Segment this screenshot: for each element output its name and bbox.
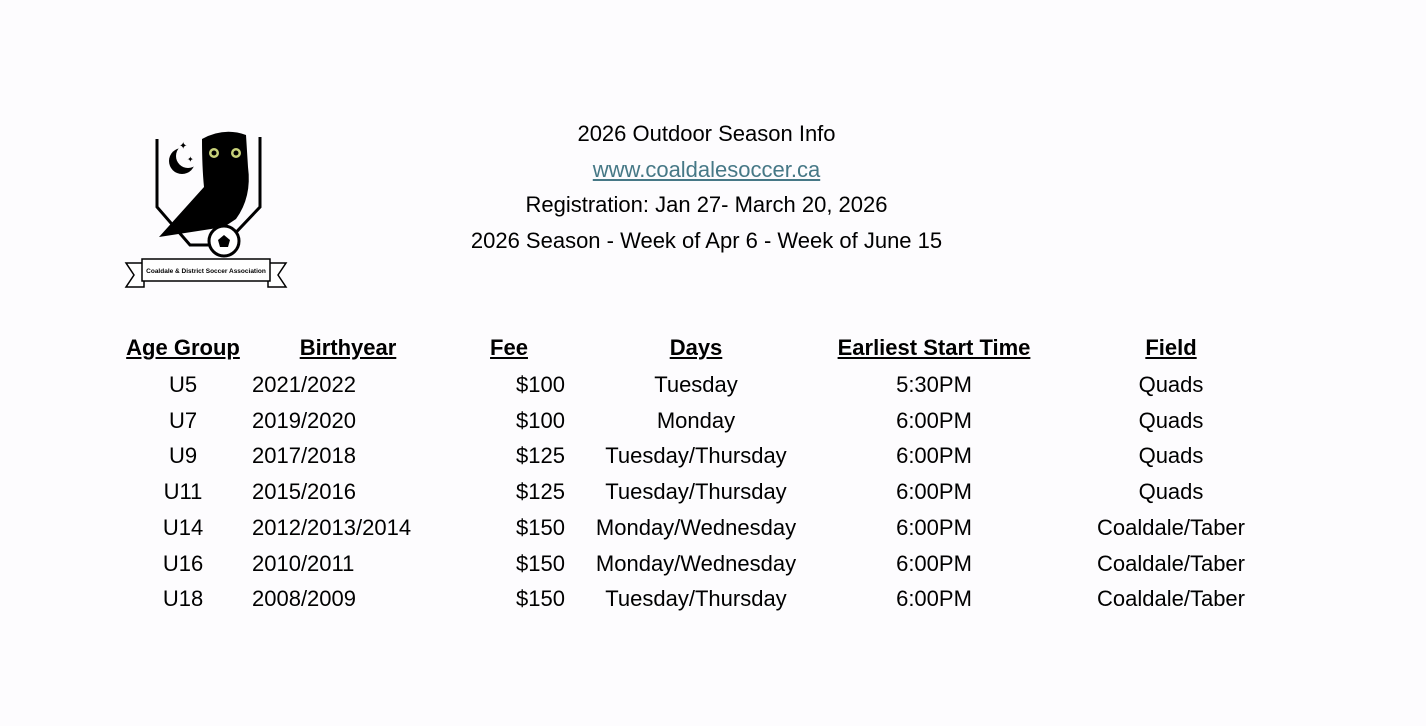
cell-start-time: 6:00PM bbox=[896, 407, 972, 433]
header-start-time: Earliest Start Time bbox=[837, 335, 1031, 360]
svg-text:✦: ✦ bbox=[187, 155, 194, 164]
cell-age-group: U7 bbox=[168, 407, 198, 433]
cell-days: Tuesday/Thursday bbox=[605, 479, 787, 505]
cell-fee: $100 bbox=[516, 407, 565, 433]
header-field: Field bbox=[1145, 335, 1197, 360]
cell-age-group: U16 bbox=[162, 550, 204, 576]
website-link[interactable]: www.coaldalesoccer.ca bbox=[592, 157, 821, 182]
cell-field: Quads bbox=[1138, 407, 1204, 433]
cell-start-time: 6:00PM bbox=[896, 550, 972, 576]
header-birthyear: Birthyear bbox=[299, 335, 397, 360]
cell-days: Tuesday/Thursday bbox=[605, 586, 787, 612]
cell-age-group: U14 bbox=[162, 514, 204, 540]
page-title: 2026 Outdoor Season Info bbox=[577, 121, 836, 146]
cell-fee: $100 bbox=[516, 372, 565, 397]
cell-age-group: U9 bbox=[168, 443, 198, 469]
cell-field: Coaldale/Taber bbox=[1097, 550, 1245, 576]
svg-text:✦: ✦ bbox=[179, 141, 187, 152]
cell-days: Monday/Wednesday bbox=[595, 550, 797, 576]
registration-dates: Registration: Jan 27- March 20, 2026 bbox=[525, 192, 888, 217]
cell-age-group: U11 bbox=[163, 479, 203, 505]
svg-text:Coaldale & District Soccer Ass: Coaldale & District Soccer Association bbox=[146, 268, 266, 275]
cell-birthyear: 2012/2013/2014 bbox=[252, 514, 412, 540]
cell-days: Tuesday/Thursday bbox=[605, 443, 787, 469]
header-fee: Fee bbox=[490, 335, 528, 360]
cell-start-time: 5:30PM bbox=[896, 372, 972, 397]
association-logo: ✦ ✦ Coaldale & District Soccer Associatio… bbox=[124, 127, 288, 291]
cell-field: Quads bbox=[1138, 443, 1204, 469]
cell-start-time: 6:00PM bbox=[896, 514, 972, 540]
cell-fee: $150 bbox=[516, 550, 565, 576]
cell-age-group: U5 bbox=[168, 372, 198, 397]
cell-field: Quads bbox=[1138, 372, 1204, 397]
cell-days: Monday bbox=[656, 407, 736, 433]
cell-birthyear: 2017/2018 bbox=[252, 443, 356, 469]
cell-birthyear: 2015/2016 bbox=[252, 479, 356, 505]
cell-start-time: 6:00PM bbox=[896, 443, 972, 469]
cell-field: Quads bbox=[1138, 479, 1204, 505]
cell-field: Coaldale/Taber bbox=[1097, 586, 1245, 612]
cell-birthyear: 2019/2020 bbox=[252, 407, 356, 433]
cell-days: Tuesday bbox=[654, 372, 738, 397]
cell-birthyear: 2010/2011 bbox=[252, 550, 355, 576]
owl-crest-icon: ✦✦ Coaldale & District Soccer Associatio… bbox=[124, 131, 288, 288]
cell-age-group: U18 bbox=[162, 586, 204, 612]
cell-days: Monday/Wednesday bbox=[595, 514, 797, 540]
cell-fee: $150 bbox=[516, 586, 565, 612]
header-days: Days bbox=[669, 335, 723, 360]
cell-field: Coaldale/Taber bbox=[1097, 514, 1245, 540]
cell-birthyear: 2008/2009 bbox=[252, 586, 356, 612]
cell-fee: $150 bbox=[516, 514, 565, 540]
season-dates: 2026 Season - Week of Apr 6 - Week of Ju… bbox=[470, 228, 943, 253]
cell-birthyear: 2021/2022 bbox=[252, 372, 356, 397]
cell-start-time: 6:00PM bbox=[896, 479, 972, 505]
cell-fee: $125 bbox=[516, 443, 565, 469]
header-age-group: Age Group bbox=[126, 335, 240, 360]
cell-fee: $125 bbox=[516, 479, 565, 505]
cell-start-time: 6:00PM bbox=[896, 586, 972, 612]
